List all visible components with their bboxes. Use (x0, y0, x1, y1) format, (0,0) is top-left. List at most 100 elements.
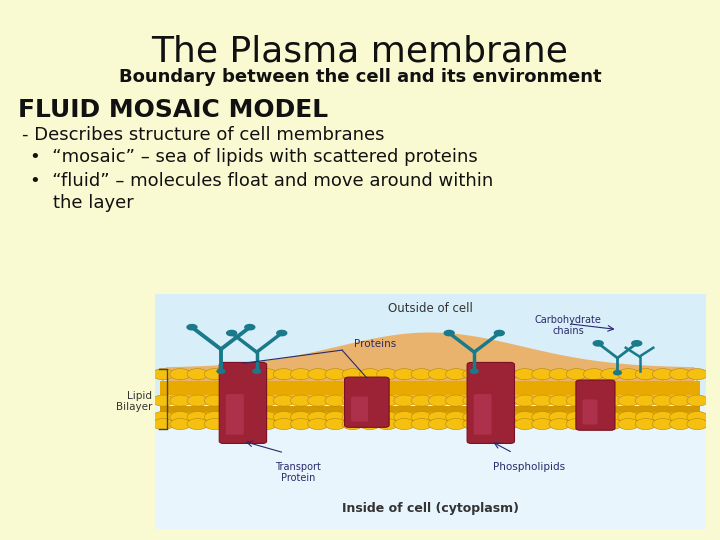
Circle shape (566, 369, 588, 380)
Circle shape (498, 418, 518, 430)
Circle shape (256, 369, 277, 380)
Text: Proteins: Proteins (354, 339, 396, 349)
Circle shape (446, 369, 467, 380)
Circle shape (635, 418, 656, 430)
FancyBboxPatch shape (226, 394, 244, 435)
Circle shape (566, 395, 588, 406)
Circle shape (549, 418, 570, 430)
PathPatch shape (166, 333, 695, 404)
Circle shape (256, 395, 277, 406)
Circle shape (170, 418, 191, 430)
Circle shape (394, 411, 415, 423)
Circle shape (359, 418, 380, 430)
Text: Lipid
Bilayer: Lipid Bilayer (116, 390, 152, 412)
Circle shape (600, 418, 621, 430)
Circle shape (480, 418, 501, 430)
Circle shape (515, 395, 536, 406)
Circle shape (583, 395, 604, 406)
Circle shape (532, 395, 553, 406)
Circle shape (470, 369, 478, 373)
Circle shape (480, 395, 501, 406)
Circle shape (411, 369, 432, 380)
Text: the layer: the layer (30, 194, 134, 212)
Circle shape (394, 418, 415, 430)
Text: •  “fluid” – molecules float and move around within: • “fluid” – molecules float and move aro… (30, 172, 493, 190)
Circle shape (239, 418, 260, 430)
Circle shape (463, 369, 484, 380)
Circle shape (480, 411, 501, 423)
Circle shape (325, 395, 346, 406)
Circle shape (325, 418, 346, 430)
Circle shape (515, 369, 536, 380)
Circle shape (411, 395, 432, 406)
Circle shape (428, 411, 449, 423)
Circle shape (170, 369, 191, 380)
Circle shape (687, 418, 708, 430)
FancyBboxPatch shape (351, 396, 368, 422)
Circle shape (652, 395, 673, 406)
Circle shape (307, 411, 328, 423)
Circle shape (153, 369, 174, 380)
Circle shape (307, 369, 328, 380)
Circle shape (204, 369, 225, 380)
Circle shape (204, 411, 225, 423)
Circle shape (222, 395, 243, 406)
Circle shape (222, 369, 243, 380)
Circle shape (498, 395, 518, 406)
Circle shape (239, 369, 260, 380)
Circle shape (227, 330, 237, 336)
Circle shape (635, 369, 656, 380)
Circle shape (187, 395, 208, 406)
Circle shape (600, 411, 621, 423)
Circle shape (613, 370, 621, 375)
Circle shape (498, 411, 518, 423)
Circle shape (687, 411, 708, 423)
Circle shape (204, 418, 225, 430)
Circle shape (273, 369, 294, 380)
Circle shape (428, 418, 449, 430)
Circle shape (618, 418, 639, 430)
Circle shape (342, 418, 363, 430)
Circle shape (635, 395, 656, 406)
Text: - Describes structure of cell membranes: - Describes structure of cell membranes (22, 126, 384, 144)
Circle shape (222, 418, 243, 430)
Text: The Plasma membrane: The Plasma membrane (152, 35, 568, 69)
Text: Phospholipids: Phospholipids (493, 462, 565, 471)
Circle shape (428, 369, 449, 380)
Circle shape (276, 330, 287, 336)
Circle shape (463, 418, 484, 430)
Circle shape (307, 418, 328, 430)
Circle shape (593, 341, 603, 346)
Text: Transport
Protein: Transport Protein (275, 462, 321, 483)
Circle shape (670, 418, 690, 430)
Circle shape (359, 369, 380, 380)
Circle shape (307, 395, 328, 406)
Circle shape (495, 330, 504, 336)
FancyBboxPatch shape (576, 380, 615, 430)
Circle shape (480, 369, 501, 380)
Circle shape (652, 369, 673, 380)
Circle shape (377, 418, 397, 430)
Circle shape (217, 369, 225, 373)
FancyBboxPatch shape (582, 400, 598, 424)
Circle shape (377, 369, 397, 380)
Circle shape (187, 411, 208, 423)
Circle shape (566, 411, 588, 423)
Text: Boundary between the cell and its environment: Boundary between the cell and its enviro… (119, 68, 601, 86)
Circle shape (583, 369, 604, 380)
Circle shape (290, 395, 312, 406)
Circle shape (342, 395, 363, 406)
FancyBboxPatch shape (155, 294, 706, 397)
Circle shape (394, 395, 415, 406)
Text: Carbohydrate
chains: Carbohydrate chains (534, 315, 601, 336)
Circle shape (253, 369, 261, 373)
Circle shape (256, 418, 277, 430)
Circle shape (446, 411, 467, 423)
Circle shape (290, 411, 312, 423)
Circle shape (342, 369, 363, 380)
Circle shape (359, 395, 380, 406)
Circle shape (618, 369, 639, 380)
Circle shape (187, 369, 208, 380)
Circle shape (549, 369, 570, 380)
Circle shape (273, 411, 294, 423)
